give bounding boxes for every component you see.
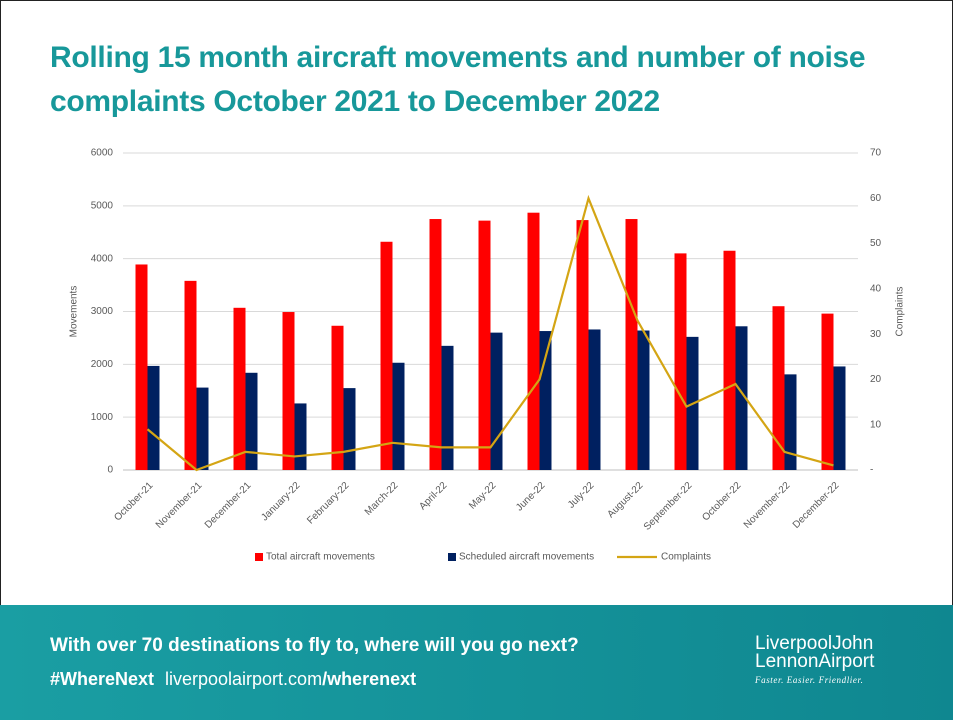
url-path: /wherenext [322, 669, 417, 689]
y2-tick-label: - [870, 465, 873, 476]
bar [441, 345, 454, 470]
x-tick-label: December-22 [791, 480, 842, 531]
url: liverpoolairport.com/wherenext [165, 669, 416, 690]
bar [392, 362, 405, 470]
bar [490, 332, 503, 470]
x-tick-label: November-22 [742, 480, 793, 531]
y-tick-label: 4000 [91, 253, 114, 264]
x-tick-label: January-22 [259, 480, 302, 523]
bar [380, 241, 393, 470]
bar [539, 331, 552, 470]
x-tick-label: June-22 [514, 480, 548, 514]
legend-label: Complaints [661, 552, 711, 563]
y2-tick-label: 60 [870, 193, 882, 204]
x-tick-label: July-22 [566, 480, 597, 511]
bar [135, 264, 148, 470]
bar [233, 307, 246, 470]
y2-tick-label: 50 [870, 238, 882, 249]
hashtag: #WhereNext [50, 669, 155, 689]
legend-swatch [448, 553, 456, 561]
y2-tick-label: 40 [870, 283, 882, 294]
x-tick-label: November-21 [154, 480, 205, 531]
legend-label: Scheduled aircraft movements [459, 552, 594, 563]
bar [429, 219, 442, 470]
chart: 0 1000 2000 3000 4000 5000 6000 - 10 20 30 40 50 60 70… [69, 148, 906, 563]
bar [294, 403, 307, 470]
bar [588, 329, 601, 470]
logo: LiverpoolJohn LennonAirport [755, 633, 875, 672]
bar [196, 387, 209, 470]
bar [184, 280, 197, 470]
bar [637, 330, 650, 470]
logo-line: LennonAirport [755, 651, 875, 672]
bar [331, 325, 344, 470]
bar [821, 313, 834, 470]
y2-axis-label: Complaints [895, 286, 906, 336]
bar [245, 372, 258, 470]
x-tick-label: August-22 [605, 480, 645, 520]
y2-tick-label: 30 [870, 329, 882, 340]
y-tick-label: 3000 [91, 306, 114, 317]
bar [527, 212, 540, 470]
x-tick-label: December-21 [203, 480, 254, 531]
y-tick-label: 5000 [91, 200, 114, 211]
bar [833, 366, 846, 470]
x-tick-label: May-22 [467, 480, 499, 512]
x-tick-label: April-22 [417, 480, 449, 512]
bar [343, 388, 356, 470]
bar [147, 365, 160, 470]
bar [625, 219, 638, 470]
legend-swatch [255, 553, 263, 561]
bar [478, 220, 491, 470]
legend-label: Total aircraft movements [266, 552, 375, 563]
url-domain: liverpoolairport.com [165, 669, 323, 689]
y2-tick-label: 70 [870, 148, 882, 159]
bar [674, 253, 687, 470]
banner: With over 70 destinations to fly to, whe… [0, 605, 953, 720]
bar [784, 374, 797, 470]
y-tick-label: 6000 [91, 148, 114, 159]
x-tick-label: March-22 [363, 480, 401, 518]
y2-tick-label: 20 [870, 374, 882, 385]
bar [723, 250, 736, 470]
y-axis-label: Movements [69, 286, 80, 338]
y-tick-label: 0 [107, 465, 113, 476]
bar [772, 306, 785, 470]
bar [282, 312, 295, 470]
x-tick-label: October-21 [112, 480, 155, 523]
line [146, 194, 834, 472]
bar [735, 326, 748, 470]
logo-slogan: Faster. Easier. Friendlier. [755, 675, 864, 685]
bar [576, 220, 589, 470]
x-tick-label: February-22 [305, 480, 352, 527]
x-tick-label: September-22 [642, 480, 695, 533]
y-tick-label: 2000 [91, 359, 114, 370]
y2-tick-label: 10 [870, 419, 882, 430]
tagline: With over 70 destinations to fly to, whe… [50, 635, 579, 656]
y-tick-label: 1000 [91, 412, 114, 423]
logo-line: LiverpoolJohn [755, 633, 874, 654]
chart-title: Rolling 15 month aircraft movements and … [50, 41, 866, 118]
x-tick-label: October-22 [700, 480, 743, 523]
